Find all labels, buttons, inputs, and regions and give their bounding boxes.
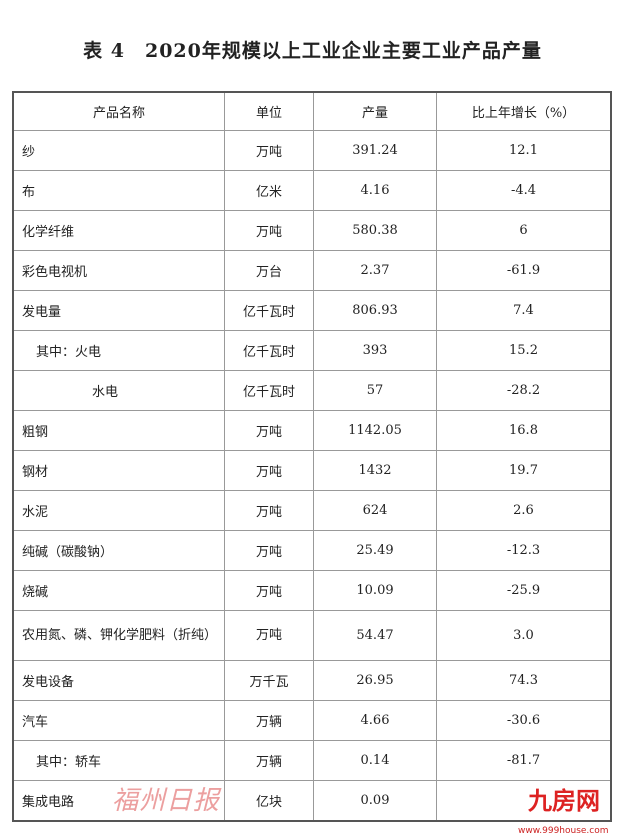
cell-product-name: 纱 <box>12 130 225 171</box>
header-output: 产量 <box>313 91 437 131</box>
table-row: 发电量 亿千瓦时 806.93 7.4 <box>12 290 612 331</box>
cell-unit: 万辆 <box>224 740 314 781</box>
cell-product-name: 汽车 <box>12 700 225 741</box>
cell-output: 0.14 <box>313 740 437 781</box>
table-row: 水电 亿千瓦时 57 -28.2 <box>12 370 612 411</box>
cell-output: 4.66 <box>313 700 437 741</box>
cell-growth: 16.8 <box>436 410 612 451</box>
cell-growth: 7.4 <box>436 290 612 331</box>
cell-product-name: 发电量 <box>12 290 225 331</box>
cell-product-name: 粗钢 <box>12 410 225 451</box>
cell-unit: 万吨 <box>224 490 314 531</box>
table-row: 粗钢 万吨 1142.05 16.8 <box>12 410 612 451</box>
cell-unit: 万吨 <box>224 210 314 251</box>
site-url: www.999house.com <box>518 826 609 836</box>
header-row: 产品名称 单位 产量 比上年增长（%） <box>12 91 612 131</box>
cell-growth: -30.6 <box>436 700 612 741</box>
table-row: 其中：轿车 万辆 0.14 -81.7 <box>12 740 612 781</box>
cell-unit: 万吨 <box>224 410 314 451</box>
cell-growth: -28.2 <box>436 370 612 411</box>
cell-output: 624 <box>313 490 437 531</box>
cell-product-name: 彩色电视机 <box>12 250 225 291</box>
cell-unit: 亿块 <box>224 780 314 822</box>
cell-growth <box>436 780 612 822</box>
cell-growth: -61.9 <box>436 250 612 291</box>
cell-unit: 万吨 <box>224 530 314 571</box>
cell-output: 10.09 <box>313 570 437 611</box>
cell-growth: 12.1 <box>436 130 612 171</box>
cell-product-name: 布 <box>12 170 225 211</box>
table-row: 纱万吨 391.24 12.1 <box>12 130 612 171</box>
table-row: 化学纤维 万吨 580.38 6 <box>12 210 612 251</box>
cell-product-name: 集成电路 <box>12 780 225 822</box>
cell-output: 25.49 <box>313 530 437 571</box>
table-row: 烧碱 万吨 10.09 -25.9 <box>12 570 612 611</box>
table-row: 布亿米 4.16 -4.4 <box>12 170 612 211</box>
cell-growth: 15.2 <box>436 330 612 371</box>
cell-unit: 亿千瓦时 <box>224 290 314 331</box>
cell-output: 2.37 <box>313 250 437 291</box>
cell-growth: 3.0 <box>436 610 612 661</box>
cell-unit: 亿千瓦时 <box>224 370 314 411</box>
cell-growth: 19.7 <box>436 450 612 491</box>
cell-unit: 万辆 <box>224 700 314 741</box>
cell-output: 391.24 <box>313 130 437 171</box>
cell-unit: 万吨 <box>224 570 314 611</box>
cell-unit: 万千瓦 <box>224 660 314 701</box>
cell-output: 393 <box>313 330 437 371</box>
cell-unit: 万台 <box>224 250 314 291</box>
cell-growth: -25.9 <box>436 570 612 611</box>
cell-growth: 74.3 <box>436 660 612 701</box>
table-row: 其中：火电 亿千瓦时 393 15.2 <box>12 330 612 371</box>
cell-product-name: 农用氮、磷、钾化学肥料（折纯） <box>12 610 225 661</box>
cell-unit: 万吨 <box>224 450 314 491</box>
header-growth: 比上年增长（%） <box>436 91 612 131</box>
newspaper-watermark: 福州日报 <box>112 786 221 816</box>
cell-product-name: 水电 <box>12 370 225 411</box>
cell-output: 580.38 <box>313 210 437 251</box>
cell-output: 26.95 <box>313 660 437 701</box>
cell-product-name: 钢材 <box>12 450 225 491</box>
cell-output: 57 <box>313 370 437 411</box>
cell-output: 1432 <box>313 450 437 491</box>
cell-output: 4.16 <box>313 170 437 211</box>
header-product: 产品名称 <box>12 91 225 131</box>
cell-product-name: 发电设备 <box>12 660 225 701</box>
cell-output: 1142.05 <box>313 410 437 451</box>
cell-unit: 万吨 <box>224 130 314 171</box>
table-row: 钢材 万吨 1432 19.7 <box>12 450 612 491</box>
cell-growth: -4.4 <box>436 170 612 211</box>
table-row: 水泥 万吨 624 2.6 <box>12 490 612 531</box>
cell-product-name: 化学纤维 <box>12 210 225 251</box>
production-table: 产品名称 单位 产量 比上年增长（%） 纱万吨 391.24 12.1 布亿米 4.16… <box>12 91 612 822</box>
cell-product-name: 烧碱 <box>12 570 225 611</box>
cell-output: 806.93 <box>313 290 437 331</box>
cell-unit: 亿千瓦时 <box>224 330 314 371</box>
cell-output: 54.47 <box>313 610 437 661</box>
cell-growth: 6 <box>436 210 612 251</box>
cell-growth: 2.6 <box>436 490 612 531</box>
table-row: 发电设备 万千瓦 26.95 74.3 <box>12 660 612 701</box>
table-row: 纯碱（碳酸钠） 万吨 25.49 -12.3 <box>12 530 612 571</box>
cell-unit: 亿米 <box>224 170 314 211</box>
cell-product-name: 其中：轿车 <box>12 740 225 781</box>
cell-unit: 万吨 <box>224 610 314 661</box>
table-row: 彩色电视机 万台 2.37 -61.9 <box>12 250 612 291</box>
cell-product-name: 水泥 <box>12 490 225 531</box>
cell-growth: -12.3 <box>436 530 612 571</box>
table-row: 农用氮、磷、钾化学肥料（折纯） 万吨 54.47 3.0 <box>12 610 612 661</box>
cell-output: 0.09 <box>313 780 437 822</box>
header-unit: 单位 <box>224 91 314 131</box>
table-row: 汽车 万辆 4.66 -30.6 <box>12 700 612 741</box>
cell-product-name: 其中：火电 <box>12 330 225 371</box>
site-logo: 九房网 <box>528 787 600 815</box>
table-row: 集成电路 亿块 0.09 <box>12 780 612 822</box>
cell-growth: -81.7 <box>436 740 612 781</box>
table-title: 表 4 2020年规模以上工业企业主要工业产品产量 <box>83 40 542 62</box>
cell-product-name: 纯碱（碳酸钠） <box>12 530 225 571</box>
